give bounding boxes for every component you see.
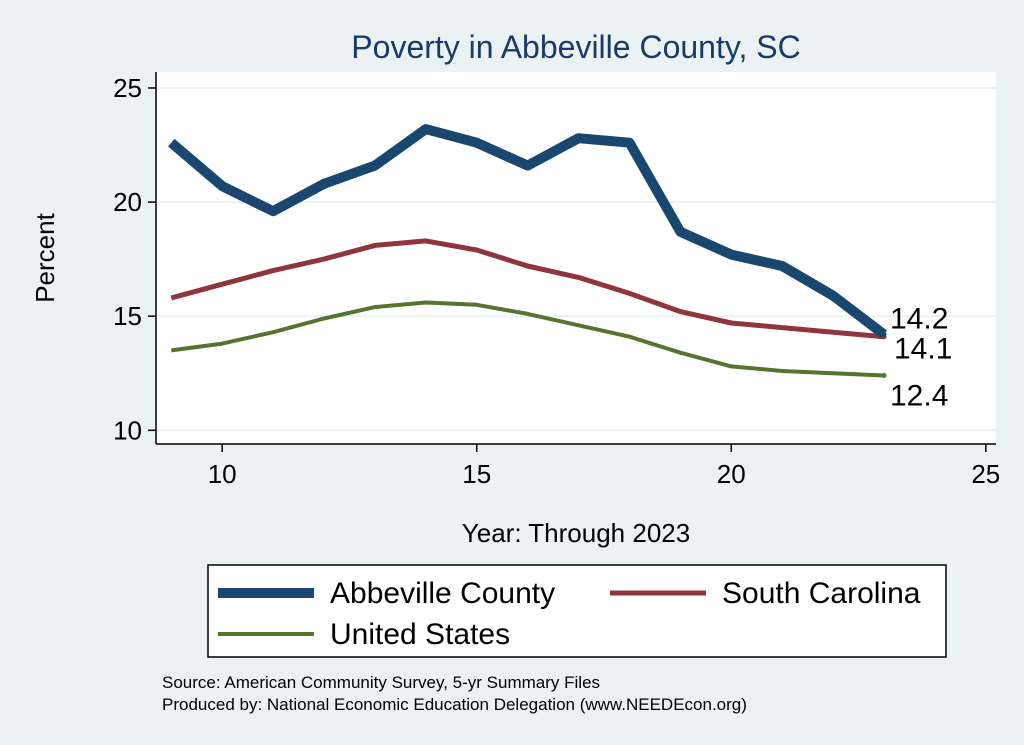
x-tick-label: 20 [717,459,746,489]
source-note: Source: American Community Survey, 5-yr … [162,673,600,692]
x-tick-label: 15 [462,459,491,489]
series [168,124,888,379]
y-axis-label: Percent [30,212,60,302]
end-value-label: 14.2 [890,302,948,335]
legend-label: Abbeville County [330,577,555,610]
y-tick-label: 20 [113,187,142,217]
legend: Abbeville County South Carolina United Sta… [218,577,921,651]
end-labels: 14.214.1 12.4 [890,302,952,412]
series-line-united-states [171,300,885,378]
axes: 10 15 20 25 10 15 20 25 [113,72,1000,489]
producer-note: Produced by: National Economic Education… [162,695,747,714]
series-end-marker [881,331,887,337]
legend-label: United States [330,618,510,651]
x-tick-label: 10 [208,459,237,489]
y-tick-label: 10 [113,415,142,445]
x-axis-label: Year: Through 2023 [462,518,690,548]
end-value-label: 12.4 [890,380,948,413]
y-tick-label: 15 [113,301,142,331]
series-line-abbeville-county [168,124,888,339]
series-line-south-carolina [170,238,885,340]
legend-label: South Carolina [722,577,921,610]
series-end-marker [881,373,887,379]
chart-title: Poverty in Abbeville County, SC [351,29,800,65]
plot-area [156,72,996,444]
end-value-label: 14.1 [894,333,952,366]
x-tick-label: 25 [971,459,1000,489]
y-tick-label: 25 [113,73,142,103]
legend-box [207,564,947,658]
